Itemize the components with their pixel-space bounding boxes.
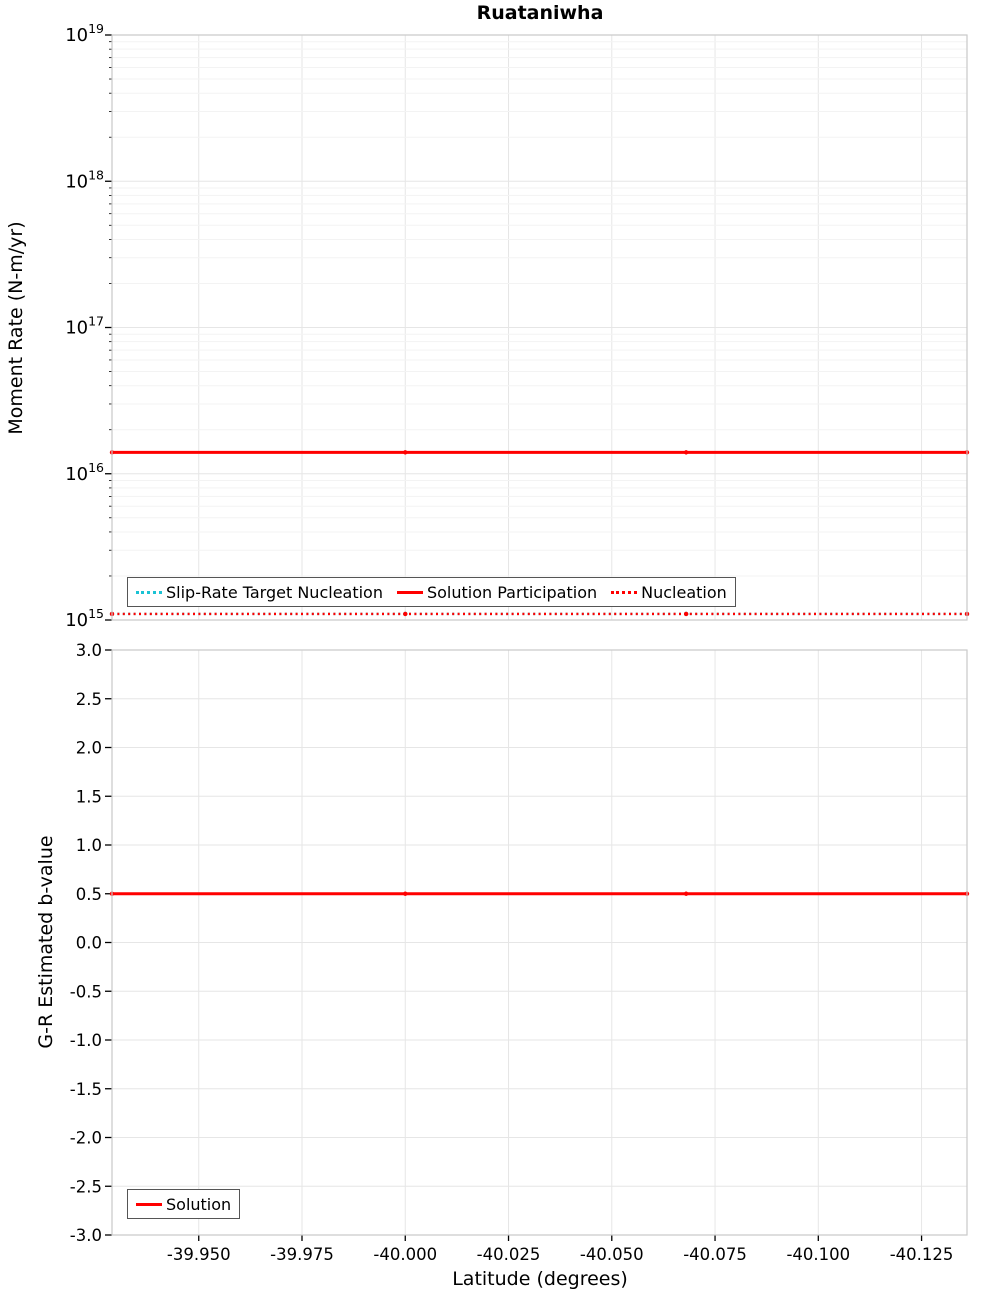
y-axis-tick-label: 1019 xyxy=(65,21,104,46)
x-axis-tick-label: -39.950 xyxy=(167,1245,231,1264)
y-axis-tick-label: -2.0 xyxy=(70,1129,102,1148)
y-axis-tick-label: 3.0 xyxy=(76,641,102,660)
legend-label-slip-rate-target: Slip-Rate Target Nucleation xyxy=(166,582,383,602)
x-axis-tick-label: -40.000 xyxy=(373,1245,437,1264)
series-point xyxy=(403,891,408,896)
legend-entry-solution: Solution xyxy=(136,1195,231,1214)
series-point xyxy=(403,611,408,617)
nucleation-line-sample xyxy=(611,590,638,594)
legend-label-solution: Solution xyxy=(166,1194,232,1214)
legend-top: Slip-Rate Target Nucleation Solution Par… xyxy=(127,577,736,607)
legend-entry-slip-rate-target-nucleation: Slip-Rate Target Nucleation xyxy=(136,583,383,602)
y-axis-tick-label: 2.5 xyxy=(76,690,102,709)
legend-bottom: Solution xyxy=(127,1189,241,1219)
y-axis-tick-label: 0.5 xyxy=(76,885,102,904)
y-axis-tick-label: 2.0 xyxy=(76,739,102,758)
x-axis-tick-label: -40.125 xyxy=(890,1245,954,1264)
plot-border xyxy=(111,649,968,1236)
series-point xyxy=(403,450,408,455)
y-axis-label-moment-rate: Moment Rate (N-m/yr) xyxy=(5,221,27,435)
legend-label-nucleation: Nucleation xyxy=(641,582,727,602)
solution-line-sample xyxy=(136,1202,162,1206)
series-point xyxy=(683,450,689,455)
x-axis-tick-label: -40.050 xyxy=(580,1245,644,1264)
y-axis-tick-label: -2.5 xyxy=(70,1177,102,1196)
slip-rate-target-line-sample xyxy=(136,590,162,594)
y-axis-tick-label: 1018 xyxy=(65,167,104,192)
legend-label-solution-participation: Solution Participation xyxy=(426,582,598,602)
y-axis-tick-label: 1016 xyxy=(65,460,104,485)
y-axis-tick-label: 1015 xyxy=(65,606,104,631)
series-point xyxy=(683,891,689,896)
y-axis-tick-label: 0.0 xyxy=(76,934,102,953)
solution-participation-line-sample xyxy=(396,590,423,594)
legend-entry-nucleation: Nucleation xyxy=(611,583,727,602)
y-axis-tick-label: -0.5 xyxy=(70,982,102,1001)
x-axis-tick-label: -39.975 xyxy=(270,1245,334,1264)
y-axis-tick-label: -1.5 xyxy=(70,1080,102,1099)
y-axis-tick-label: 1.5 xyxy=(76,787,102,806)
x-axis-tick-label: -40.075 xyxy=(683,1245,747,1264)
y-axis-tick-label: -1.0 xyxy=(70,1031,102,1050)
y-axis-label-b-value: G-R Estimated b-value xyxy=(35,835,57,1049)
chart-title: Ruataniwha xyxy=(476,2,604,24)
y-axis-tick-label: -3.0 xyxy=(70,1226,102,1245)
plot-border xyxy=(111,34,968,621)
y-axis-tick-label: 1.0 xyxy=(76,836,102,855)
x-axis-label: Latitude (degrees) xyxy=(452,1268,628,1290)
x-axis-tick-label: -40.025 xyxy=(477,1245,541,1264)
x-axis-tick-label: -40.100 xyxy=(786,1245,850,1264)
legend-entry-solution-participation: Solution Participation xyxy=(396,582,598,602)
series-point xyxy=(683,611,689,617)
y-axis-tick-label: 1017 xyxy=(65,314,104,339)
